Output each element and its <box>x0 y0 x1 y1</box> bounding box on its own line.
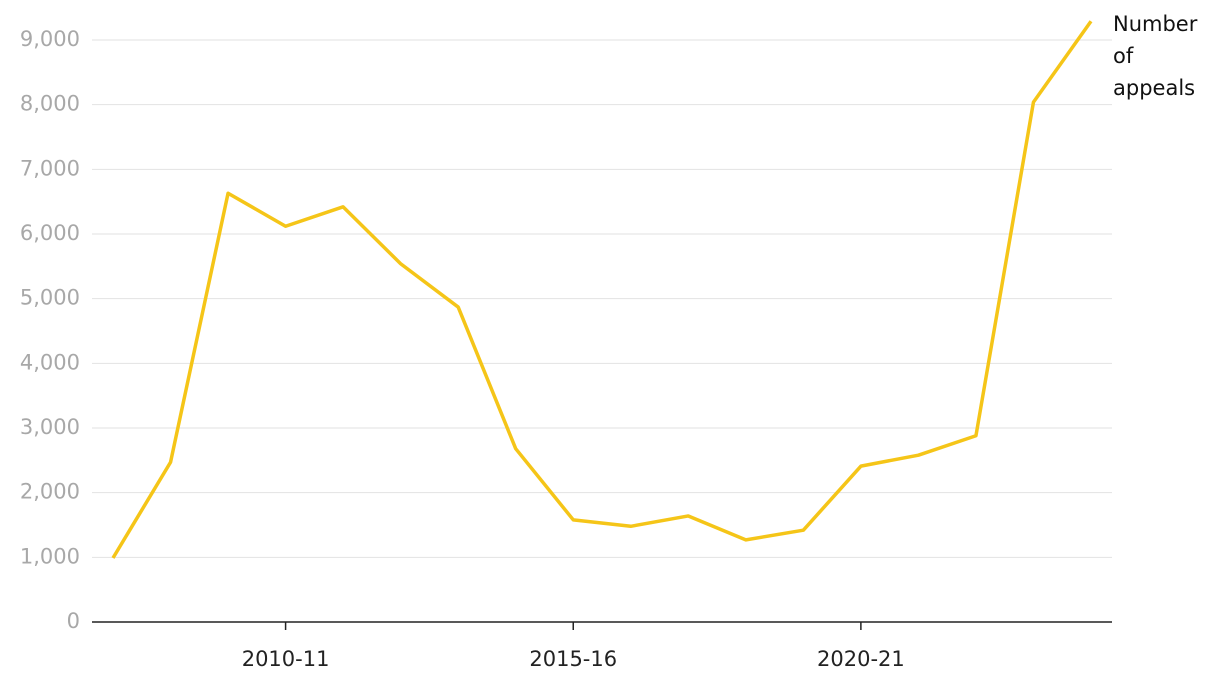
y-tick-label: 0 <box>67 609 80 633</box>
y-tick-label: 2,000 <box>20 480 80 504</box>
x-tick-label: 2015-16 <box>529 647 617 671</box>
y-tick-label: 5,000 <box>20 286 80 310</box>
y-tick-label: 1,000 <box>20 544 80 568</box>
series-label: Number of appeals <box>1113 12 1198 100</box>
y-tick-label: 6,000 <box>20 221 80 245</box>
y-tick-label: 9,000 <box>20 27 80 51</box>
y-tick-label: 4,000 <box>20 350 80 374</box>
x-tick-label: 2020-21 <box>817 647 905 671</box>
y-tick-label: 7,000 <box>20 156 80 180</box>
x-tick-label: 2010-11 <box>242 647 330 671</box>
y-tick-label: 8,000 <box>20 92 80 116</box>
series-line <box>111 20 1093 559</box>
y-tick-label: 3,000 <box>20 415 80 439</box>
